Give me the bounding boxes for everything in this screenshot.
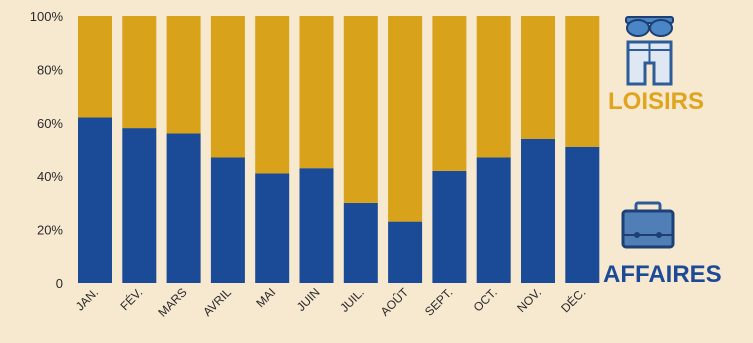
sunglasses-shorts-icon <box>625 16 674 86</box>
legend-loisirs: LOISIRS <box>608 16 704 115</box>
x-tick-label: FÉV. <box>117 285 146 314</box>
bar-segment-loisirs-4 <box>210 16 245 158</box>
y-tick-label: 20% <box>37 223 63 238</box>
x-tick-label: SEPT. <box>422 285 455 318</box>
x-tick-label: DÉC. <box>558 285 589 316</box>
bar-segment-loisirs-1 <box>78 16 112 118</box>
x-tick-label: AOÛT <box>377 284 412 319</box>
bars-group <box>78 16 600 283</box>
x-tick-label: NOV. <box>514 285 544 315</box>
bar-segment-loisirs-6 <box>299 16 334 169</box>
y-axis: 0 20% 40% 60% 80% 100% <box>30 9 64 291</box>
legend-label-affaires: AFFAIRES <box>603 261 722 288</box>
x-tick-label: JUIN <box>294 285 323 314</box>
x-tick-label: AVRIL <box>200 285 234 319</box>
y-tick-label: 40% <box>37 169 63 184</box>
bar-segment-affaires-7 <box>343 202 378 283</box>
y-tick-label: 80% <box>37 62 63 77</box>
bar-segment-loisirs-10 <box>476 16 511 158</box>
x-tick-label: JAN. <box>73 285 101 313</box>
y-tick-label: 0 <box>56 276 63 291</box>
y-tick-label: 60% <box>37 116 63 131</box>
bar-segment-loisirs-7 <box>343 16 378 203</box>
bar-segment-affaires-11 <box>521 138 555 283</box>
briefcase-icon <box>621 201 675 249</box>
bar-segment-loisirs-2 <box>122 16 157 129</box>
bar-segment-loisirs-12 <box>565 16 600 147</box>
bar-segment-loisirs-5 <box>255 16 290 174</box>
x-tick-label: MARS <box>155 285 189 319</box>
x-axis: JAN. FÉV. MARS AVRIL MAI JUIN JUIL. AOÛT SEPT. OC… <box>73 284 589 320</box>
bar-segment-affaires-9 <box>432 170 467 283</box>
legend-label-loisirs: LOISIRS <box>608 88 704 115</box>
legend-affaires: AFFAIRES <box>603 201 722 288</box>
bar-segment-affaires-6 <box>299 168 334 283</box>
bar-segment-affaires-4 <box>210 157 245 283</box>
bar-segment-loisirs-8 <box>388 16 423 222</box>
bar-segment-loisirs-9 <box>432 16 467 171</box>
bar-segment-affaires-12 <box>565 146 600 283</box>
bar-segment-loisirs-3 <box>166 16 201 134</box>
x-tick-label: OCT. <box>471 285 500 314</box>
bar-segment-loisirs-11 <box>521 16 555 139</box>
bar-segment-affaires-8 <box>388 221 423 283</box>
x-tick-label: MAI <box>253 285 278 310</box>
bar-segment-affaires-3 <box>166 133 201 283</box>
bar-segment-affaires-1 <box>78 117 112 283</box>
bar-segment-affaires-5 <box>255 173 290 283</box>
x-tick-label: JUIL. <box>337 285 367 315</box>
y-tick-label: 100% <box>30 9 64 24</box>
bar-segment-affaires-2 <box>122 128 157 283</box>
bar-segment-affaires-10 <box>476 157 511 283</box>
